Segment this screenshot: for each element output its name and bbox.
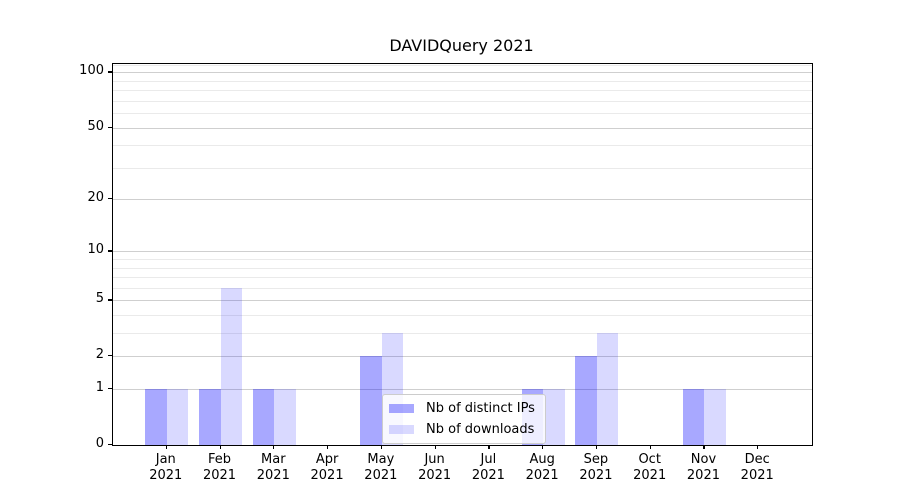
y-tick-mark-20 [108, 198, 112, 200]
gridline-y-8 [113, 267, 812, 269]
x-tick-mark-jun [434, 445, 436, 449]
bar-feb-downloads [220, 287, 243, 445]
gridline-y-9 [113, 259, 812, 261]
legend-label-downloads: Nb of downloads [426, 422, 535, 437]
gridline-y-80 [113, 90, 812, 92]
x-tick-mark-feb [219, 445, 221, 449]
gridline-y-110 [113, 64, 812, 66]
x-tick-mark-oct [649, 445, 651, 449]
bar-sep-distinct-ips [575, 356, 597, 445]
x-tick-mark-jan [165, 445, 167, 449]
bar-feb-distinct-ips [199, 389, 221, 445]
gridline-y-6 [113, 287, 812, 289]
x-tick-mark-dec [757, 445, 759, 449]
y-tick-mark-0 [108, 444, 112, 446]
x-tick-label-jun: Jun 2021 [418, 452, 452, 483]
gridline-y-5 [113, 300, 812, 302]
legend-swatch-downloads [389, 425, 414, 434]
gridline-y-10 [113, 251, 812, 253]
x-tick-mark-jul [488, 445, 490, 449]
gridline-y-50 [113, 127, 812, 129]
x-tick-label-oct: Oct 2021 [633, 452, 667, 483]
bar-nov-downloads [704, 389, 726, 445]
gridline-y-20 [113, 199, 812, 201]
y-tick-label-50: 50 [87, 118, 104, 134]
gridline-y-1 [113, 389, 812, 391]
y-tick-label-5: 5 [95, 291, 104, 307]
bar-mar-downloads [274, 389, 296, 445]
x-tick-label-sep: Sep 2021 [579, 452, 613, 483]
x-tick-label-apr: Apr 2021 [310, 452, 344, 483]
y-tick-label-2: 2 [95, 347, 104, 363]
legend-label-distinct-ips: Nb of distinct IPs [426, 401, 535, 416]
x-tick-label-aug: Aug 2021 [525, 452, 559, 483]
bar-aug-downloads [543, 389, 565, 445]
y-tick-mark-5 [108, 299, 112, 301]
bar-mar-distinct-ips [252, 389, 275, 445]
y-tick-label-20: 20 [87, 190, 104, 206]
y-tick-label-10: 10 [87, 242, 104, 258]
gridline-y-4 [113, 315, 812, 317]
x-tick-label-nov: Nov 2021 [686, 452, 720, 483]
x-tick-mark-nov [703, 445, 705, 449]
bar-nov-distinct-ips [682, 389, 705, 445]
x-tick-mark-mar [273, 445, 275, 449]
x-tick-label-may: May 2021 [364, 452, 398, 483]
gridline-y-7 [113, 277, 812, 279]
y-tick-mark-1 [108, 388, 112, 390]
x-tick-label-mar: Mar 2021 [256, 452, 290, 483]
x-tick-label-dec: Dec 2021 [740, 452, 774, 483]
y-tick-mark-50 [108, 126, 112, 128]
gridline-y-40 [113, 145, 812, 147]
legend-swatch-distinct-ips [389, 404, 414, 413]
y-tick-mark-2 [108, 355, 112, 357]
legend: Nb of distinct IPs Nb of downloads [382, 394, 546, 444]
y-tick-label-100: 100 [79, 63, 104, 79]
plot-area: Nb of distinct IPs Nb of downloads [112, 63, 813, 446]
x-tick-label-jan: Jan 2021 [149, 452, 183, 483]
gridline-y-60 [113, 113, 812, 115]
bar-sep-downloads [596, 333, 619, 445]
x-tick-mark-sep [595, 445, 598, 449]
legend-row-distinct-ips: Nb of distinct IPs [389, 399, 535, 418]
x-tick-label-feb: Feb 2021 [202, 452, 237, 483]
gridline-y-90 [113, 80, 812, 82]
gridline-y-2 [113, 356, 812, 358]
x-tick-mark-may [380, 445, 383, 449]
chart-title: DAVIDQuery 2021 [389, 36, 534, 55]
gridline-y-70 [113, 100, 812, 102]
y-tick-label-1: 1 [95, 380, 104, 396]
bar-may-distinct-ips [360, 356, 382, 445]
y-tick-mark-100 [108, 71, 112, 73]
x-tick-mark-apr [327, 445, 329, 449]
gridline-y-100 [113, 72, 812, 74]
bar-jan-distinct-ips [145, 389, 167, 445]
bar-jan-downloads [166, 389, 189, 445]
x-tick-label-jul: Jul 2021 [471, 452, 505, 483]
gridline-y-3 [113, 333, 812, 335]
y-tick-mark-10 [108, 250, 112, 252]
y-tick-label-0: 0 [95, 436, 104, 451]
gridline-y-30 [113, 167, 812, 169]
x-tick-mark-aug [542, 445, 544, 449]
legend-row-downloads: Nb of downloads [389, 420, 535, 439]
